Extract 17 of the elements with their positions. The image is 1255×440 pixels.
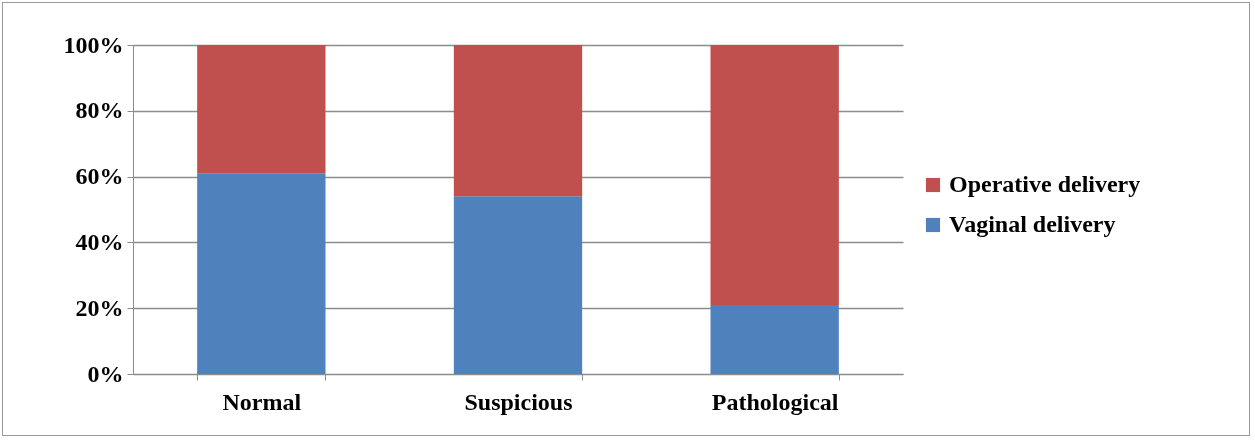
bar bbox=[710, 45, 839, 305]
bar bbox=[710, 304, 839, 374]
y-tick-label: 60% bbox=[75, 163, 124, 190]
bar bbox=[197, 45, 326, 174]
y-tick-label: 0% bbox=[87, 360, 124, 387]
y-tick-label: 20% bbox=[75, 294, 124, 321]
bar bbox=[453, 196, 583, 374]
y-tick-label: 100% bbox=[63, 31, 124, 58]
bar bbox=[197, 173, 326, 374]
y-tick-label: 80% bbox=[75, 97, 124, 124]
legend-label: Vaginal delivery bbox=[949, 211, 1116, 237]
x-tick-label: Suspicious bbox=[464, 388, 573, 415]
y-tick-label: 40% bbox=[75, 228, 124, 255]
x-tick-label: Pathological bbox=[711, 388, 839, 415]
bar bbox=[453, 45, 583, 197]
legend-label: Operative delivery bbox=[949, 171, 1141, 197]
x-tick-label: Normal bbox=[222, 388, 302, 415]
